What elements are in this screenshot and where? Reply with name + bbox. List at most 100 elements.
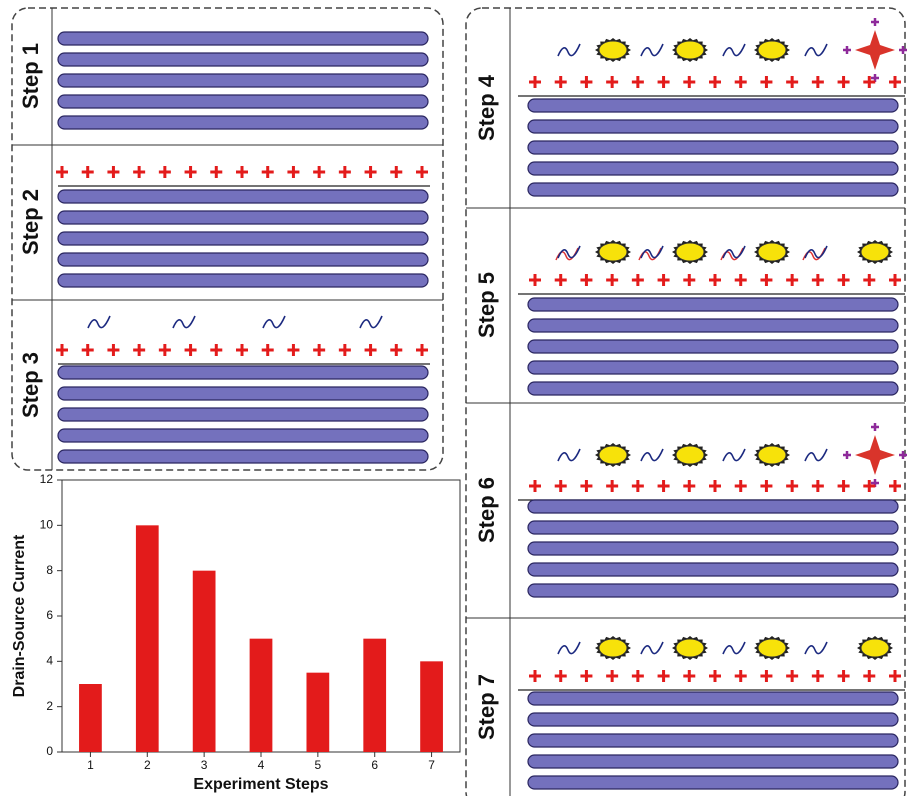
charge — [529, 670, 541, 682]
probe — [722, 245, 746, 259]
charge — [56, 166, 68, 178]
y-axis-title: Drain-Source Current — [11, 534, 28, 697]
bar — [135, 525, 159, 752]
charge — [786, 480, 799, 492]
graphene-layer — [527, 691, 899, 706]
target-molecule — [675, 445, 705, 465]
charge — [287, 344, 300, 356]
charge — [107, 344, 120, 356]
target-molecule — [757, 242, 787, 262]
bar — [363, 638, 387, 752]
graphene-layer — [527, 583, 899, 598]
charge — [863, 480, 876, 492]
y-tick-label: 2 — [46, 699, 53, 713]
probe — [804, 641, 828, 655]
step-label: Step 5 — [474, 272, 499, 338]
charge — [734, 670, 747, 682]
charge — [657, 670, 670, 682]
target-molecule — [598, 242, 628, 262]
graphene-layer — [527, 381, 899, 396]
graphene-layer — [527, 520, 899, 535]
probe — [87, 315, 111, 329]
charge — [261, 166, 274, 178]
probe — [804, 43, 828, 57]
target-molecule — [757, 638, 787, 658]
analyte — [871, 423, 879, 431]
charge — [554, 480, 567, 492]
charge — [338, 166, 351, 178]
target-molecule — [860, 242, 890, 262]
y-tick-label: 0 — [46, 744, 53, 758]
graphene-layer — [57, 189, 429, 204]
graphene-layer — [527, 339, 899, 354]
charge — [760, 480, 773, 492]
bar — [420, 661, 443, 752]
graphene-layer — [527, 182, 899, 197]
charge — [81, 166, 94, 178]
charge — [133, 344, 146, 356]
charge — [657, 76, 670, 88]
charge — [734, 76, 747, 88]
charge — [580, 480, 593, 492]
charge — [786, 76, 799, 88]
charge — [786, 274, 799, 286]
charge — [158, 166, 171, 178]
target-molecule — [598, 40, 628, 60]
graphene-layer — [57, 407, 429, 422]
x-tick-label: 7 — [428, 758, 435, 772]
charge — [210, 166, 223, 178]
charge — [760, 670, 773, 682]
charge — [631, 670, 644, 682]
charge — [287, 166, 300, 178]
charge — [709, 274, 721, 286]
y-tick-label: 10 — [40, 518, 54, 532]
analyte — [843, 451, 851, 459]
charge — [786, 670, 799, 682]
charge — [158, 344, 171, 356]
graphene-layer — [527, 119, 899, 134]
charge — [606, 670, 619, 682]
probe — [640, 448, 664, 462]
graphene-layer — [57, 115, 429, 130]
charge — [811, 480, 824, 492]
charge — [709, 480, 721, 492]
charge — [338, 344, 351, 356]
y-tick-label: 6 — [46, 608, 53, 622]
analyte — [855, 435, 895, 475]
charge — [606, 274, 619, 286]
probe — [640, 245, 664, 259]
charge — [811, 76, 824, 88]
charge — [657, 480, 670, 492]
charge — [529, 76, 541, 88]
graphene-layer — [527, 499, 899, 514]
step-label: Step 4 — [474, 74, 499, 141]
step-label: Step 7 — [474, 674, 499, 740]
charge — [683, 76, 696, 88]
charge — [837, 480, 850, 492]
x-tick-label: 5 — [315, 758, 322, 772]
x-tick-label: 6 — [371, 758, 378, 772]
probe — [262, 315, 286, 329]
charge — [56, 344, 68, 356]
step-label: Step 1 — [18, 43, 43, 109]
charge — [657, 274, 670, 286]
analyte — [899, 46, 907, 54]
left-panel — [11, 7, 444, 471]
charge — [631, 274, 644, 286]
charge — [863, 76, 876, 88]
charge — [313, 344, 326, 356]
graphene-layer — [527, 541, 899, 556]
charge — [81, 344, 94, 356]
probe — [640, 43, 664, 57]
graphene-layer — [527, 297, 899, 312]
probe — [804, 448, 828, 462]
charge — [529, 480, 541, 492]
charge — [210, 344, 223, 356]
bar — [249, 638, 273, 752]
charge — [631, 480, 644, 492]
graphene-layer — [57, 449, 429, 464]
charge — [709, 76, 721, 88]
x-axis-title: Experiment Steps — [193, 776, 328, 793]
charge — [364, 344, 377, 356]
